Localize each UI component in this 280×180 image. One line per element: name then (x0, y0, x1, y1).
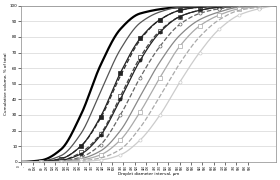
X-axis label: Droplet diameter interval, μm: Droplet diameter interval, μm (118, 172, 179, 176)
Y-axis label: Cumulative volume, % of total: Cumulative volume, % of total (4, 53, 8, 115)
